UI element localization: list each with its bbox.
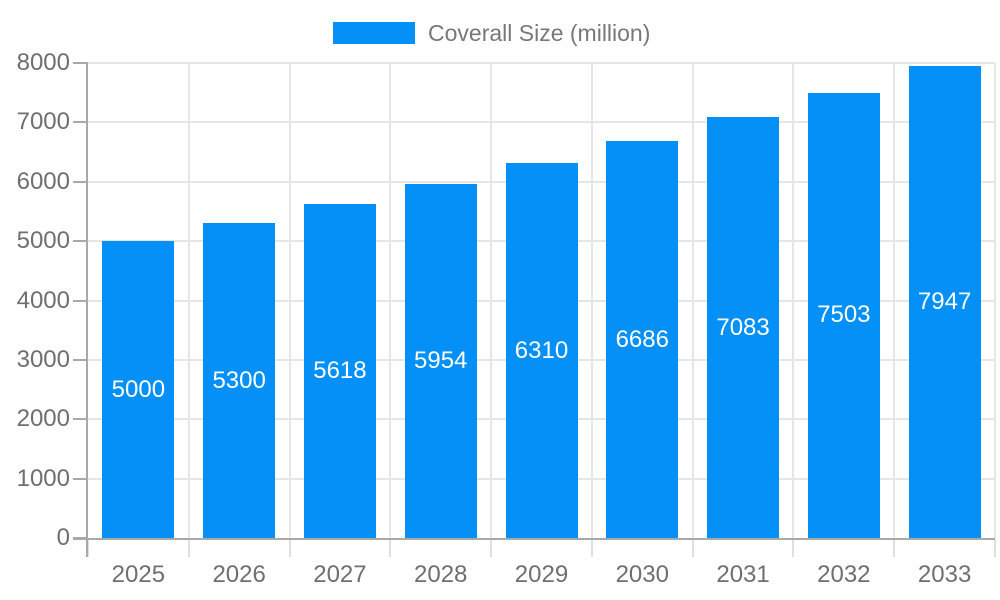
y-axis-label: 1000: [16, 464, 70, 492]
x-axis-tick: [590, 540, 593, 557]
y-axis-label: 5000: [16, 227, 70, 255]
bar-value-label: 7083: [716, 313, 770, 341]
x-gridline: [389, 63, 392, 538]
bar-value-label: 5954: [414, 347, 468, 375]
bar-value-label: 5618: [313, 357, 367, 385]
x-gridline: [893, 63, 896, 538]
y-axis-tick: [73, 121, 88, 124]
x-axis-label: 2026: [212, 561, 266, 588]
x-gridline: [490, 63, 493, 538]
x-axis-tick: [389, 540, 392, 557]
x-axis-tick: [490, 540, 493, 557]
x-gridline: [590, 63, 593, 538]
y-axis-tick: [73, 62, 88, 64]
x-gridline: [187, 63, 190, 538]
bar-2026[interactable]: [203, 223, 276, 538]
x-gridline: [288, 63, 291, 538]
bar-2025[interactable]: [102, 241, 175, 538]
y-axis-label: 0: [56, 524, 70, 551]
x-axis-tick: [691, 540, 694, 557]
y-axis-tick: [73, 299, 88, 302]
bar-2033[interactable]: [908, 66, 981, 538]
y-axis-label: 2000: [16, 405, 70, 433]
x-axis-tick: [994, 540, 996, 557]
x-axis-label: 2025: [111, 561, 166, 588]
x-axis-label: 2032: [817, 561, 871, 588]
x-axis-label: 2030: [615, 561, 669, 588]
legend-label: Coverall Size (million): [428, 20, 651, 46]
x-gridline: [691, 63, 694, 538]
bar-value-label: 5000: [111, 375, 166, 403]
bar-value-label: 6686: [615, 325, 669, 353]
y-gridline: [88, 121, 995, 124]
y-axis-label: 8000: [16, 49, 70, 76]
y-axis-label: 3000: [16, 345, 70, 373]
x-axis-tick: [288, 540, 291, 557]
bar-value-label: 7503: [817, 301, 871, 329]
y-axis-tick: [73, 358, 88, 361]
bar-value-label: 5300: [212, 366, 266, 394]
bar-2027[interactable]: [303, 204, 376, 538]
bar-2028[interactable]: [404, 184, 477, 538]
legend-swatch: [333, 22, 415, 44]
x-axis-label: 2029: [514, 561, 569, 588]
x-axis-line: [73, 538, 995, 540]
x-axis-tick: [893, 540, 896, 557]
x-axis-label: 2028: [414, 561, 468, 588]
y-axis-label: 6000: [16, 167, 70, 195]
y-axis-label: 4000: [16, 286, 70, 314]
chart-legend: Coverall Size (million): [0, 0, 1000, 55]
x-axis-tick: [87, 540, 89, 557]
y-axis-tick: [73, 240, 88, 243]
bar-2032[interactable]: [807, 92, 880, 538]
bar-value-label: 6310: [514, 336, 569, 364]
x-axis-tick: [792, 540, 795, 557]
x-gridline: [792, 63, 795, 538]
x-axis-label: 2033: [917, 561, 972, 588]
bar-2031[interactable]: [707, 117, 780, 538]
y-axis-label: 7000: [16, 108, 70, 136]
y-axis-line: [86, 63, 88, 557]
y-axis-tick: [73, 180, 88, 183]
y-gridline: [88, 62, 995, 64]
bar-value-label: 7947: [917, 288, 972, 316]
x-gridline: [994, 63, 996, 538]
x-axis-label: 2027: [313, 561, 367, 588]
x-axis-label: 2031: [716, 561, 770, 588]
y-axis-tick: [73, 477, 88, 480]
y-axis-tick: [73, 418, 88, 421]
bar-2030[interactable]: [606, 141, 679, 538]
x-axis-tick: [187, 540, 190, 557]
bar-2029[interactable]: [505, 163, 578, 538]
